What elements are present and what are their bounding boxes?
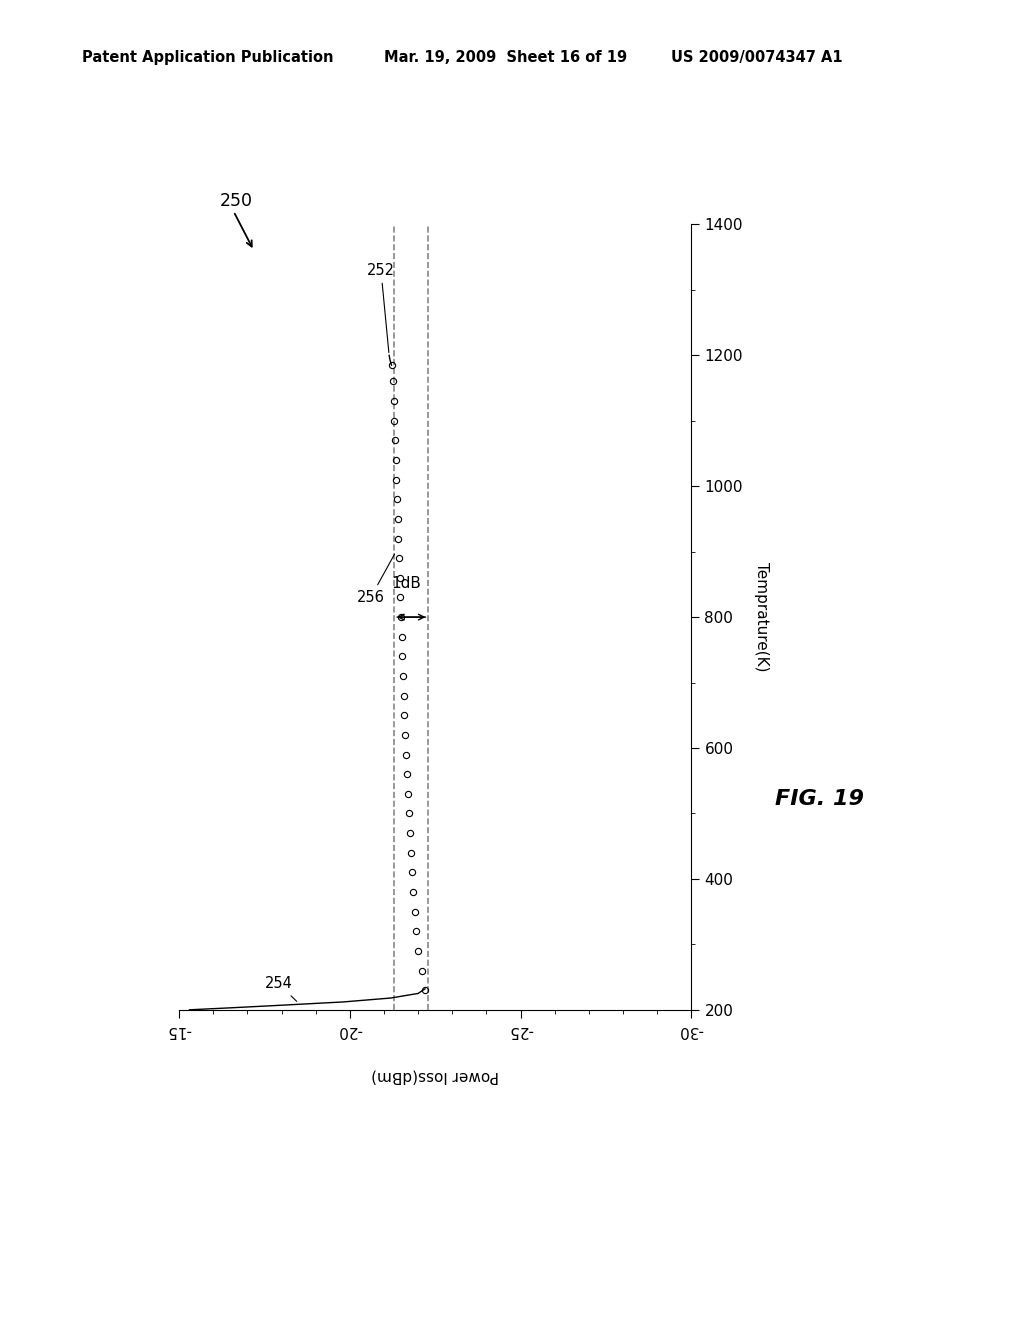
X-axis label: Power loss(dBm): Power loss(dBm): [372, 1069, 499, 1084]
Text: Mar. 19, 2009  Sheet 16 of 19: Mar. 19, 2009 Sheet 16 of 19: [384, 50, 627, 65]
Text: FIG. 19: FIG. 19: [775, 788, 863, 809]
Text: 1dB: 1dB: [391, 576, 421, 591]
Text: US 2009/0074347 A1: US 2009/0074347 A1: [671, 50, 843, 65]
Text: Patent Application Publication: Patent Application Publication: [82, 50, 334, 65]
Text: 256: 256: [356, 554, 394, 605]
Y-axis label: Temprature(K): Temprature(K): [754, 562, 769, 672]
Text: 252: 252: [367, 263, 395, 352]
Text: 254: 254: [264, 975, 297, 1002]
Text: 250: 250: [220, 191, 253, 210]
